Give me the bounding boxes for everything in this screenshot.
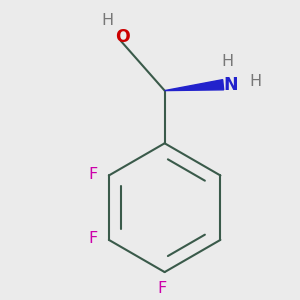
- Text: H: H: [101, 13, 114, 28]
- Text: F: F: [88, 167, 98, 182]
- Polygon shape: [165, 80, 224, 91]
- Text: O: O: [115, 28, 130, 46]
- Text: H: H: [221, 54, 234, 69]
- Text: H: H: [250, 74, 262, 89]
- Text: F: F: [88, 231, 98, 246]
- Text: N: N: [223, 76, 238, 94]
- Text: F: F: [157, 281, 166, 296]
